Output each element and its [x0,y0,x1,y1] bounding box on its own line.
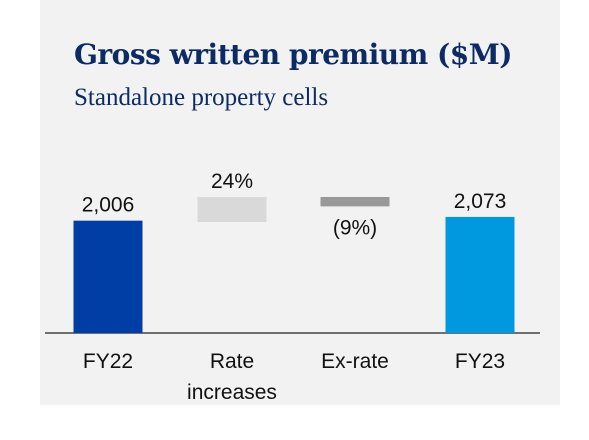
chart-title: Gross written premium ($M) [74,38,513,71]
total-bar [73,220,143,333]
category-label: Ex-rate [321,350,389,373]
change-bar [197,197,267,222]
category-label: FY22 [82,350,134,373]
total-bar [445,216,515,333]
change-bar [320,197,390,207]
value-label: 24% [211,170,253,193]
plot: 2,006 24% (9%) 2,073 [45,170,540,334]
value-label: 2,006 [82,194,135,217]
category-label: Rate increases [187,350,277,404]
chart-card: Gross written premium ($M) Standalone pr… [40,0,560,405]
category-label: FY23 [454,350,506,373]
value-label: (9%) [333,216,377,239]
chart-subtitle: Standalone property cells [74,84,329,111]
value-label: 2,073 [454,190,507,213]
